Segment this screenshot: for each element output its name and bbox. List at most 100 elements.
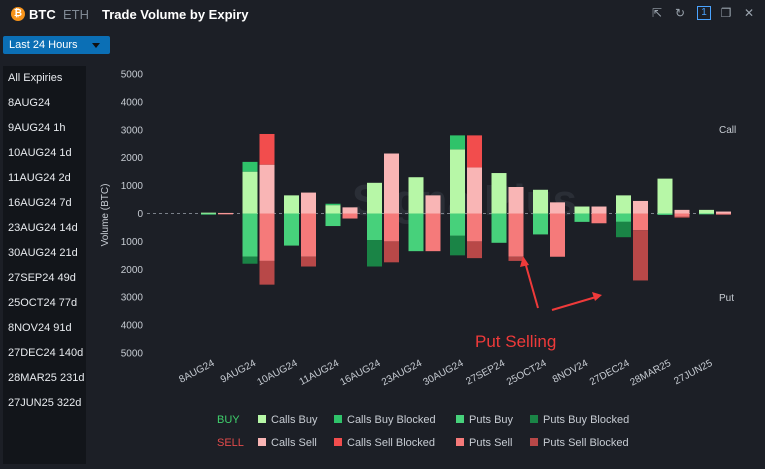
bar-puts-sell: [342, 213, 358, 219]
expiry-sidebar: All Expiries 8AUG24 9AUG24 1h 10AUG24 1d 11A…: [3, 66, 86, 464]
duplicate-icon[interactable]: ❐: [720, 6, 732, 20]
x-tick-label: 8AUG24: [177, 358, 216, 386]
bar-calls-buy: [284, 195, 299, 214]
sidebar-item-27sep24[interactable]: 27SEP24 49d: [8, 272, 76, 284]
refresh-icon[interactable]: ↻: [674, 6, 686, 20]
time-range-select[interactable]: Last 24 Hours: [3, 36, 110, 54]
bar-puts-sell: [591, 213, 607, 224]
sidebar-item-23aug24[interactable]: 23AUG24 14d: [8, 222, 78, 234]
bar-puts-buy: [657, 213, 673, 215]
sidebar-item-9aug24[interactable]: 9AUG24 1h: [8, 122, 66, 134]
bar-puts-sell: [508, 213, 524, 257]
bar-puts-sell: [259, 213, 275, 261]
bar-puts-buy-blocked: [242, 256, 258, 264]
bar-puts-buy: [450, 213, 465, 236]
x-tick-label: 27JUN25: [672, 358, 714, 387]
bar-puts-sell: [301, 213, 316, 257]
x-tick-label: 9AUG24: [219, 358, 258, 386]
annotation-arrow-2: [551, 296, 597, 311]
sidebar-item-30aug24[interactable]: 30AUG24 21d: [8, 247, 78, 259]
sidebar-item-25oct24[interactable]: 25OCT24 77d: [8, 297, 78, 309]
y-tick-label: 2000: [121, 153, 144, 164]
bar-puts-buy: [616, 213, 631, 222]
one-icon[interactable]: 1: [697, 6, 711, 20]
x-tick-label: 30AUG24: [421, 358, 465, 389]
bar-puts-buy: [574, 213, 590, 222]
trade-volume-chart: SignalPlus500040003000200010000100020003…: [100, 70, 736, 450]
annotation-arrowhead-2: [592, 292, 602, 301]
bar-calls-buy-blocked: [325, 203, 341, 206]
sidebar-item-16aug24[interactable]: 16AUG24 7d: [8, 197, 72, 209]
bar-calls-buy: [574, 206, 590, 214]
share-icon[interactable]: ⇱: [651, 6, 663, 20]
legend-swatch: [530, 438, 538, 446]
annotation-put-selling: Put Selling: [475, 332, 556, 351]
sidebar-item-11aug24[interactable]: 11AUG24 2d: [8, 172, 71, 184]
sidebar-item-27jun25[interactable]: 27JUN25 322d: [8, 397, 82, 409]
bar-calls-sell-blocked: [259, 133, 275, 165]
x-tick-label: 10AUG24: [255, 358, 299, 389]
bar-calls-sell: [550, 202, 565, 214]
legend-swatch: [456, 415, 464, 423]
bar-calls-buy: [325, 205, 341, 214]
legend-item-label: Puts Buy: [469, 414, 514, 426]
legend-swatch: [530, 415, 538, 423]
bar-puts-buy: [699, 213, 714, 215]
tab-eth[interactable]: ETH: [63, 7, 89, 22]
bar-calls-sell: [301, 192, 316, 214]
sidebar-item-10aug24[interactable]: 10AUG24 1d: [8, 147, 72, 159]
bar-calls-sell: [467, 167, 482, 214]
y-tick-label: 1000: [121, 237, 144, 248]
legend-swatch: [258, 415, 266, 423]
legend-swatch: [456, 438, 464, 446]
bar-puts-buy: [491, 213, 507, 243]
annotation-arrow-1: [524, 261, 539, 309]
y-axis-label: Volume (BTC): [100, 184, 111, 247]
annotation-arrowhead-1: [520, 256, 529, 267]
sidebar-item-all[interactable]: All Expiries: [8, 72, 63, 84]
put-side-label: Put: [719, 293, 734, 304]
legend-swatch: [334, 415, 342, 423]
bar-calls-buy: [408, 177, 424, 214]
legend-swatch: [258, 438, 266, 446]
bar-puts-sell: [550, 213, 565, 257]
bar-calls-buy: [491, 173, 507, 214]
close-icon[interactable]: ✕: [743, 6, 755, 20]
bar-calls-buy-blocked: [450, 135, 465, 150]
bar-calls-sell: [342, 207, 358, 214]
sidebar-item-28mar25[interactable]: 28MAR25 231d: [8, 372, 85, 384]
bar-calls-buy-blocked: [242, 161, 258, 172]
y-tick-label: 3000: [121, 293, 144, 304]
y-tick-label: 4000: [121, 321, 144, 332]
bar-calls-sell: [674, 209, 690, 214]
bar-puts-buy: [533, 213, 548, 235]
x-tick-label: 28MAR25: [628, 358, 673, 389]
bar-puts-buy: [201, 213, 216, 215]
time-range-value: Last 24 Hours: [9, 39, 78, 51]
x-tick-label: 23AUG24: [380, 358, 424, 389]
bar-puts-sell-blocked: [508, 256, 524, 261]
x-tick-label: 25OCT24: [505, 358, 549, 388]
bar-calls-sell: [384, 153, 399, 214]
tab-btc[interactable]: BTC: [29, 7, 56, 22]
bar-puts-sell: [218, 213, 233, 215]
y-tick-label: 5000: [121, 70, 144, 81]
bar-puts-buy-blocked: [450, 235, 465, 256]
y-tick-label: 5000: [121, 349, 144, 360]
bar-puts-buy: [284, 213, 299, 246]
bar-puts-sell-blocked: [633, 230, 648, 281]
caret-down-icon: [92, 43, 100, 48]
bar-calls-buy: [699, 209, 714, 214]
title-bar: ₿ BTC ETH Trade Volume by Expiry ⇱ ↻ 1 ❐…: [0, 0, 765, 30]
legend-item-label: Puts Sell Blocked: [543, 437, 629, 449]
x-tick-label: 11AUG24: [298, 358, 342, 388]
bar-puts-buy: [408, 213, 424, 252]
x-tick-label: 8NOV24: [551, 358, 590, 386]
bar-calls-sell-blocked: [467, 135, 482, 168]
bar-puts-buy: [242, 213, 258, 257]
sidebar-item-8aug24[interactable]: 8AUG24: [8, 97, 51, 109]
bar-calls-sell: [508, 186, 524, 214]
sidebar-item-27dec24[interactable]: 27DEC24 140d: [8, 347, 84, 359]
sidebar-item-8nov24[interactable]: 8NOV24 91d: [8, 322, 72, 334]
y-tick-label: 3000: [121, 125, 144, 136]
